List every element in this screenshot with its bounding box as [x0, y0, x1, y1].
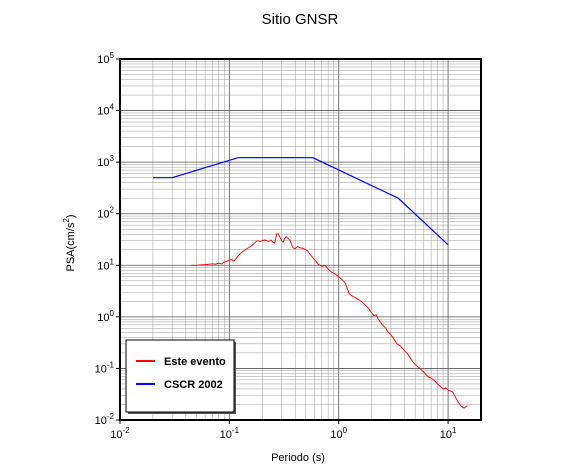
y-tick-label: 10-2 [95, 412, 115, 427]
legend-box [125, 339, 235, 413]
y-axis-label-suffix: ) [65, 214, 77, 218]
legend: Este evento CSCR 2002 [125, 339, 236, 414]
y-axis-label: PSA(cm/s2) [62, 214, 77, 271]
y-axis-label-prefix: PSA(cm/s [65, 222, 77, 271]
y-tick-label: 10-1 [95, 360, 115, 375]
chart-title: Sitio GNSR [262, 11, 339, 28]
y-tick-label: 102 [97, 206, 114, 221]
y-axis-label-exponent: 2 [62, 218, 71, 223]
x-tick-label: 10-1 [220, 426, 240, 441]
legend-label: Este evento [164, 356, 226, 368]
series-line-este-evento [191, 233, 468, 409]
x-tick-label: 101 [440, 426, 457, 441]
series-layer [152, 157, 468, 409]
y-tick-label: 104 [97, 103, 114, 118]
y-tick-label: 100 [97, 309, 114, 324]
legend-label: CSCR 2002 [164, 379, 223, 391]
plot-frame [119, 58, 482, 421]
y-tick-label: 103 [97, 154, 114, 169]
x-tick-label: 100 [330, 426, 347, 441]
x-tick-label: 10-2 [110, 426, 130, 441]
x-axis-label: Periodo (s) [271, 452, 325, 464]
y-tick-label: 105 [97, 51, 114, 66]
svg-text:PSA(cm/s2): PSA(cm/s2) [62, 214, 77, 271]
tick-labels: 10-2 10-1 100 101 10-2 10-1 100 101 102 103 104 105 [95, 51, 457, 441]
series-line-cscr-2002 [152, 157, 449, 246]
plot-border [119, 58, 482, 421]
y-tick-label: 101 [97, 257, 114, 272]
